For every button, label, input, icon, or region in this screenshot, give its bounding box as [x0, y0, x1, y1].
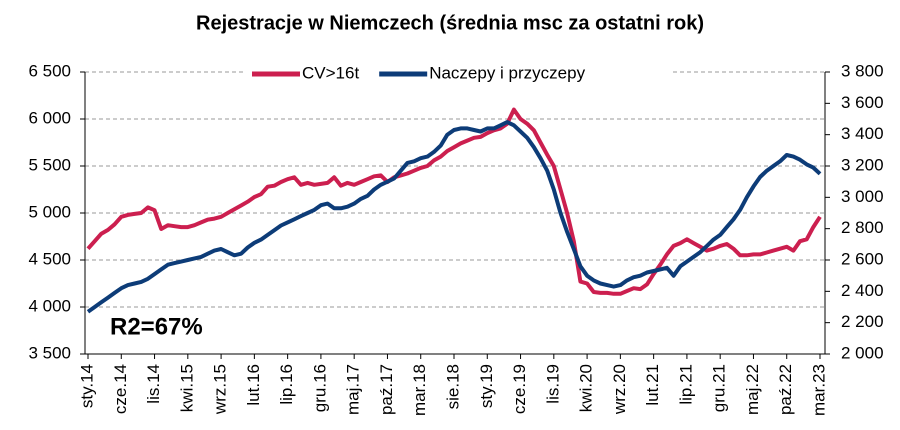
y2-tick-label: 3 200	[841, 155, 884, 174]
annotation: R2=67%	[110, 313, 203, 340]
y2-tick-label: 2 600	[841, 249, 884, 268]
legend-box	[245, 62, 673, 84]
x-tick-label: maj.17	[344, 364, 363, 415]
x-tick-label: cze.14	[111, 364, 130, 414]
x-tick-label: sty.19	[477, 364, 496, 408]
y-tick-label: 4 500	[28, 249, 71, 268]
legend-label: CV>16t	[302, 63, 359, 82]
series-line	[86, 107, 822, 296]
y2-tick-label: 3 600	[841, 93, 884, 112]
x-tick-label: gru.16	[310, 364, 329, 412]
chart-title: Rejestracje w Niemczech (średnia msc za …	[196, 12, 704, 34]
x-tick-label: lip.16	[277, 364, 296, 405]
y-tick-label: 4 000	[28, 296, 71, 315]
x-tick-label: wrz.15	[211, 364, 230, 415]
y2-tick-label: 3 800	[841, 61, 884, 80]
y-tick-label: 3 500	[28, 343, 71, 362]
x-tick-label: kwi.15	[177, 364, 196, 412]
x-tick-label: lut.16	[244, 364, 263, 406]
x-tick-label: kwi.20	[577, 364, 596, 412]
x-tick-label: sty.14	[77, 364, 96, 408]
x-tick-label: lis.14	[144, 364, 163, 404]
y2-tick-label: 3 400	[841, 124, 884, 143]
y-tick-label: 5 000	[28, 202, 71, 221]
series-line	[86, 120, 822, 314]
x-tick-label: maj.22	[743, 364, 762, 415]
x-tick-label: lis.19	[543, 364, 562, 404]
y2-tick-label: 2 000	[841, 343, 884, 362]
x-tick-label: mar.18	[410, 364, 429, 416]
y-tick-label: 5 500	[28, 155, 71, 174]
x-tick-label: paź.17	[377, 364, 396, 415]
legend-label: Naczepy i przyczepy	[429, 63, 585, 82]
y2-tick-label: 2 400	[841, 281, 884, 300]
y2-tick-label: 2 200	[841, 312, 884, 331]
y-tick-label: 6 000	[28, 108, 71, 127]
y2-tick-label: 3 000	[841, 187, 884, 206]
x-tick-label: wrz.20	[610, 364, 629, 415]
y-tick-label: 6 500	[28, 61, 71, 80]
y2-tick-label: 2 800	[841, 218, 884, 237]
x-tick-label: paź.22	[776, 364, 795, 415]
x-tick-label: sie.18	[443, 364, 462, 409]
x-tick-label: cze.19	[510, 364, 529, 414]
x-tick-label: gru.21	[710, 364, 729, 412]
x-tick-label: mar.23	[809, 364, 828, 416]
x-tick-label: lut.21	[643, 364, 662, 406]
x-tick-label: lip.21	[676, 364, 695, 405]
